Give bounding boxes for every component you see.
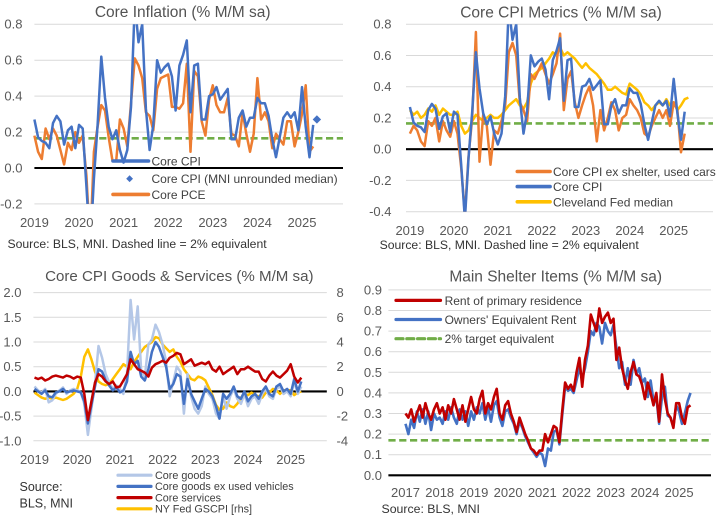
svg-text:2020: 2020: [439, 223, 468, 238]
svg-text:0.2: 0.2: [364, 427, 382, 442]
svg-text:0.4: 0.4: [4, 89, 22, 104]
svg-text:Source: BLS, MNI. Dashed line: Source: BLS, MNI. Dashed line = 2% equiv…: [8, 237, 268, 251]
svg-text:2023: 2023: [191, 452, 220, 467]
svg-text:2023: 2023: [596, 485, 625, 500]
svg-text:Core goods ex used vehicles: Core goods ex used vehicles: [155, 481, 294, 493]
svg-text:-1.0: -1.0: [0, 433, 22, 448]
svg-text:NY Fed GSCPI [rhs]: NY Fed GSCPI [rhs]: [155, 504, 252, 516]
svg-text:Core CPI (MNI unrounded median: Core CPI (MNI unrounded median): [152, 172, 338, 186]
svg-text:Source:: Source:: [20, 480, 63, 494]
svg-text:Core CPI Metrics (% M/M sa): Core CPI Metrics (% M/M sa): [460, 5, 662, 22]
svg-text:2025: 2025: [665, 485, 694, 500]
svg-text:Core CPI: Core CPI: [152, 155, 201, 169]
svg-text:2020: 2020: [63, 452, 92, 467]
svg-text:2025: 2025: [276, 452, 305, 467]
svg-text:2020: 2020: [65, 215, 94, 230]
svg-text:0.6: 0.6: [373, 48, 391, 63]
svg-text:Core goods: Core goods: [155, 470, 211, 482]
svg-text:2: 2: [337, 359, 344, 374]
svg-text:-0.5: -0.5: [0, 409, 22, 424]
svg-text:2021: 2021: [105, 452, 134, 467]
svg-text:0.1: 0.1: [364, 447, 382, 462]
svg-text:2.0: 2.0: [3, 285, 21, 300]
svg-text:0.3: 0.3: [364, 406, 382, 421]
svg-text:0.0: 0.0: [3, 384, 21, 399]
svg-text:2024: 2024: [243, 215, 272, 230]
svg-text:Core PCE: Core PCE: [152, 188, 206, 202]
svg-text:Main Shelter Items (% M/M sa): Main Shelter Items (% M/M sa): [449, 269, 662, 286]
svg-text:-2: -2: [337, 409, 349, 424]
svg-text:Core CPI Goods & Services (% M: Core CPI Goods & Services (% M/M sa): [45, 268, 313, 285]
svg-text:4: 4: [337, 335, 344, 350]
svg-text:0.9: 0.9: [364, 282, 382, 297]
svg-text:2024: 2024: [630, 485, 659, 500]
svg-text:1.0: 1.0: [3, 335, 21, 350]
svg-text:-4: -4: [337, 433, 349, 448]
svg-text:2021: 2021: [528, 485, 557, 500]
svg-text:2022: 2022: [527, 223, 556, 238]
svg-text:Source: BLS, MNI. Dashed line: Source: BLS, MNI. Dashed line = 2% equiv…: [380, 238, 640, 252]
svg-text:6: 6: [337, 310, 344, 325]
svg-text:Core CPI ex shelter, used cars: Core CPI ex shelter, used cars: [553, 165, 716, 179]
svg-text:2023: 2023: [198, 215, 227, 230]
svg-text:0.7: 0.7: [364, 324, 382, 339]
svg-text:2025: 2025: [288, 215, 317, 230]
svg-text:2021: 2021: [483, 223, 512, 238]
svg-text:2025: 2025: [659, 223, 688, 238]
svg-text:Core CPI: Core CPI: [553, 180, 602, 194]
svg-text:0.5: 0.5: [364, 365, 382, 380]
svg-text:Source: BLS, MNI: Source: BLS, MNI: [382, 502, 480, 516]
svg-text:2022: 2022: [148, 452, 177, 467]
svg-text:2019: 2019: [20, 452, 49, 467]
svg-text:2022: 2022: [562, 485, 591, 500]
svg-text:0.5: 0.5: [3, 359, 21, 374]
svg-text:2023: 2023: [571, 223, 600, 238]
svg-text:2024: 2024: [234, 452, 263, 467]
svg-text:0.8: 0.8: [364, 303, 382, 318]
svg-text:2% target equivalent: 2% target equivalent: [445, 332, 555, 346]
svg-text:2020: 2020: [494, 485, 523, 500]
svg-text:0.4: 0.4: [364, 385, 382, 400]
svg-text:-0.2: -0.2: [0, 196, 22, 211]
svg-text:2019: 2019: [395, 223, 424, 238]
svg-text:-0.2: -0.2: [369, 173, 391, 188]
svg-text:8: 8: [337, 285, 344, 300]
svg-text:0.4: 0.4: [373, 79, 391, 94]
svg-text:2019: 2019: [459, 485, 488, 500]
svg-text:0.0: 0.0: [364, 468, 382, 483]
svg-text:BLS, MNI: BLS, MNI: [20, 497, 74, 511]
svg-text:1.5: 1.5: [3, 310, 21, 325]
svg-text:0.2: 0.2: [4, 125, 22, 140]
svg-text:2024: 2024: [615, 223, 644, 238]
svg-text:0.2: 0.2: [373, 111, 391, 126]
svg-text:0.0: 0.0: [373, 142, 391, 157]
svg-text:2018: 2018: [425, 485, 454, 500]
svg-text:-0.4: -0.4: [369, 204, 391, 219]
svg-text:Rent of primary residence: Rent of primary residence: [445, 294, 583, 308]
svg-text:Core Inflation (% M/M sa): Core Inflation (% M/M sa): [95, 4, 271, 21]
svg-text:Owners' Equivalent Rent: Owners' Equivalent Rent: [445, 313, 577, 327]
svg-text:0.6: 0.6: [4, 53, 22, 68]
svg-text:2021: 2021: [109, 215, 138, 230]
svg-text:0.8: 0.8: [4, 17, 22, 32]
svg-text:0.6: 0.6: [364, 344, 382, 359]
svg-text:Core services: Core services: [155, 492, 222, 504]
svg-text:Cleveland Fed median: Cleveland Fed median: [553, 195, 673, 209]
svg-text:2017: 2017: [391, 485, 420, 500]
svg-text:0: 0: [337, 384, 344, 399]
svg-text:2019: 2019: [20, 215, 49, 230]
svg-text:0.0: 0.0: [4, 161, 22, 176]
svg-text:0.8: 0.8: [373, 17, 391, 32]
svg-text:2022: 2022: [154, 215, 183, 230]
